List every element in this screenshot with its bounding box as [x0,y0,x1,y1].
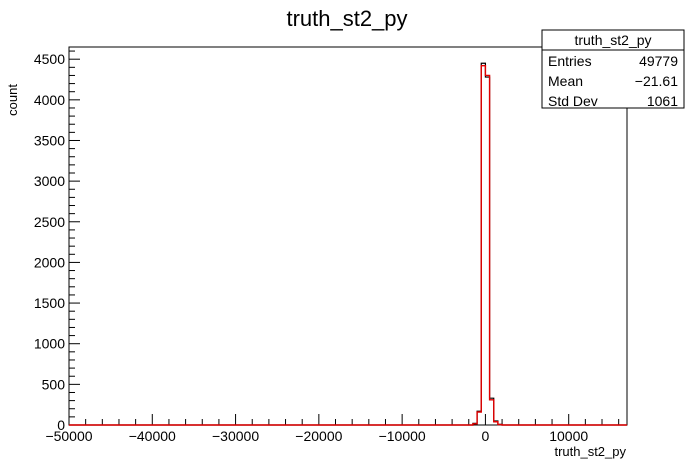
stats-box: truth_st2_py Entries 49779 Mean −21.61 Std D… [541,29,685,109]
x-axis-label: truth_st2_py [554,444,626,459]
stats-value: −21.61 [635,73,678,89]
stats-value: 1061 [647,93,678,109]
stats-label: Entries [548,53,592,69]
x-tick-label: −20000 [295,428,342,444]
histogram-series-line [69,64,627,426]
chart-title: truth_st2_py [286,6,407,31]
histogram-series-line [69,62,627,426]
x-tick-label: −10000 [379,428,426,444]
y-tick-label: 4000 [34,92,65,108]
histogram-bars [69,62,627,426]
x-tick-label: 0 [482,428,490,444]
y-tick-label: 0 [57,417,65,433]
y-tick-label: 1000 [34,336,65,352]
x-tick-label: −50000 [45,428,92,444]
y-tick-label: 3000 [34,173,65,189]
y-tick-label: 2500 [34,214,65,230]
y-tick-label: 4500 [34,51,65,67]
stats-label: Std Dev [548,93,598,109]
y-tick-label: 500 [42,376,66,392]
stats-label: Mean [548,73,583,89]
y-axis-label: count [5,84,20,116]
y-tick-label: 1500 [34,295,65,311]
x-tick-label: −30000 [212,428,259,444]
x-tick-label: 10000 [549,428,588,444]
x-tick-label: −40000 [129,428,176,444]
stats-value: 49779 [639,53,678,69]
y-tick-label: 2000 [34,254,65,270]
stats-box-frame [541,29,685,109]
y-axis: 0 500 1000 1500 2000 2500 3000 3500 4000 4500 [34,50,80,433]
y-tick-label: 3500 [34,132,65,148]
x-axis: −50000 −40000 −30000 −20000 −10000 0 10000 [45,414,620,444]
stats-box-title: truth_st2_py [574,32,651,48]
